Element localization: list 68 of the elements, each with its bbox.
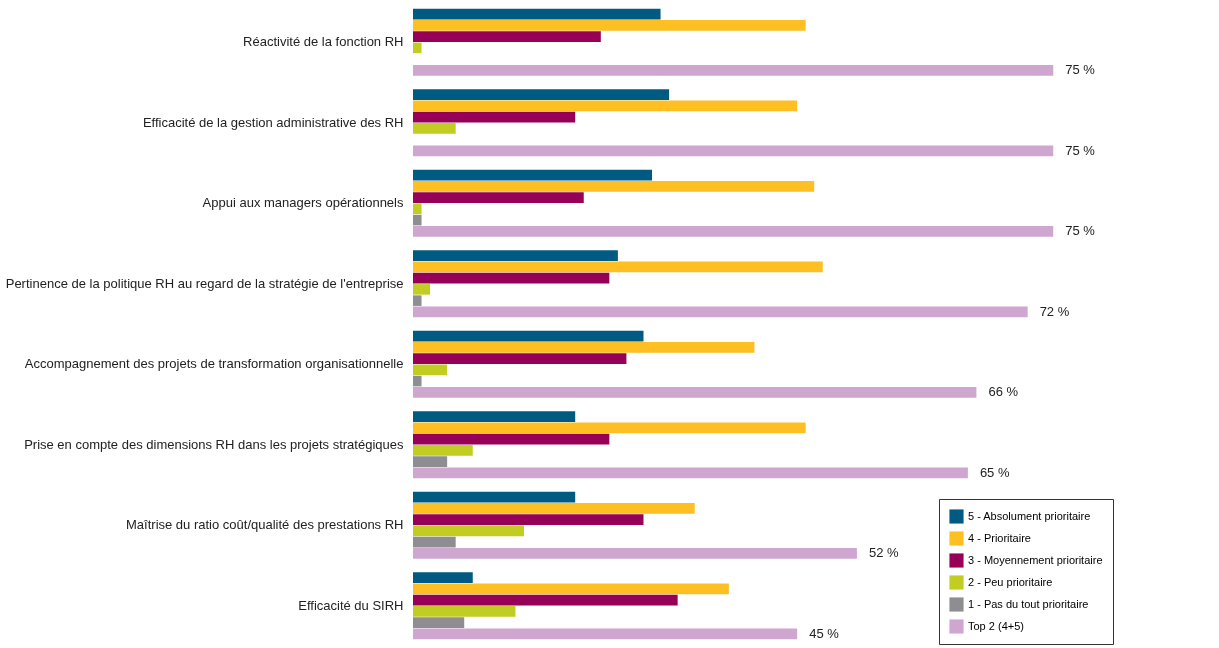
y-tick-label: Accompagnement des projets de transformation organisationnelle	[24, 356, 404, 372]
data-label: 66 %	[988, 384, 1019, 400]
bar	[413, 123, 456, 134]
bar	[413, 456, 448, 467]
y-tick-label: Réactivité de la fonction RH	[243, 34, 404, 50]
bar	[413, 203, 422, 215]
data-label: 65 %	[979, 464, 1010, 480]
legend-label: 4 - Prioritaire	[968, 531, 1031, 544]
bar	[413, 583, 729, 595]
legend-label: Top 2 (4+5)	[968, 619, 1024, 632]
bar	[413, 536, 456, 548]
bar	[413, 433, 610, 445]
bar	[413, 145, 1054, 157]
bar	[413, 226, 1054, 237]
data-label: 75 %	[1065, 142, 1096, 158]
bar	[413, 594, 678, 606]
data-label: 75 %	[1065, 223, 1096, 239]
bar	[413, 42, 422, 54]
data-label: 75 %	[1065, 62, 1096, 78]
bar	[413, 8, 661, 20]
bar	[413, 387, 977, 398]
bar	[413, 364, 448, 376]
bar	[413, 330, 644, 342]
bar	[413, 606, 516, 617]
legend-label: 3 - Moyennement prioritaire	[968, 553, 1103, 566]
data-label: 45 %	[809, 625, 840, 641]
bar	[413, 65, 1054, 76]
bar	[413, 572, 473, 583]
y-tick-label: Appui aux managers opérationnels	[202, 195, 404, 211]
y-tick-label: Prise en compte des dimensions RH dans les projets stratégiques	[24, 436, 404, 452]
data-label: 72 %	[1039, 303, 1070, 319]
bar	[413, 111, 576, 123]
bar	[413, 628, 798, 640]
bar	[413, 353, 627, 364]
bar	[413, 261, 823, 273]
bar	[413, 514, 644, 525]
bar	[413, 169, 653, 181]
legend-label: 2 - Peu prioritaire	[968, 575, 1053, 588]
bar	[413, 284, 431, 295]
bar	[413, 181, 815, 192]
bar	[413, 411, 576, 422]
bar	[413, 503, 695, 514]
bar	[413, 100, 798, 112]
bar	[413, 342, 755, 353]
bar	[413, 467, 968, 479]
bar	[413, 445, 473, 456]
bar	[413, 375, 422, 387]
bar	[413, 525, 524, 537]
legend-label: 1 - Pas du tout prioritaire	[968, 597, 1089, 610]
bar	[413, 89, 670, 100]
bar	[413, 306, 1028, 318]
bar	[413, 250, 618, 261]
y-tick-label: Maîtrise du ratio coût/qualité des prestations RH	[126, 517, 404, 533]
bar	[413, 20, 806, 31]
bar	[413, 214, 422, 226]
bar	[413, 491, 576, 503]
y-tick-label: Pertinence de la politique RH au regard de la stratégie de l'entreprise	[5, 275, 404, 291]
data-label: 52 %	[868, 545, 899, 561]
bar	[413, 295, 422, 306]
bar	[413, 272, 610, 284]
legend-label: 5 - Absolument prioritaire	[968, 509, 1091, 522]
y-tick-label: Efficacité du SIRH	[298, 597, 404, 613]
y-tick-label: Efficacité de la gestion administrative des RH	[142, 114, 404, 130]
bar	[413, 192, 584, 203]
bar	[413, 31, 601, 42]
bar	[413, 422, 806, 434]
bar	[413, 548, 857, 559]
bar	[413, 617, 465, 628]
